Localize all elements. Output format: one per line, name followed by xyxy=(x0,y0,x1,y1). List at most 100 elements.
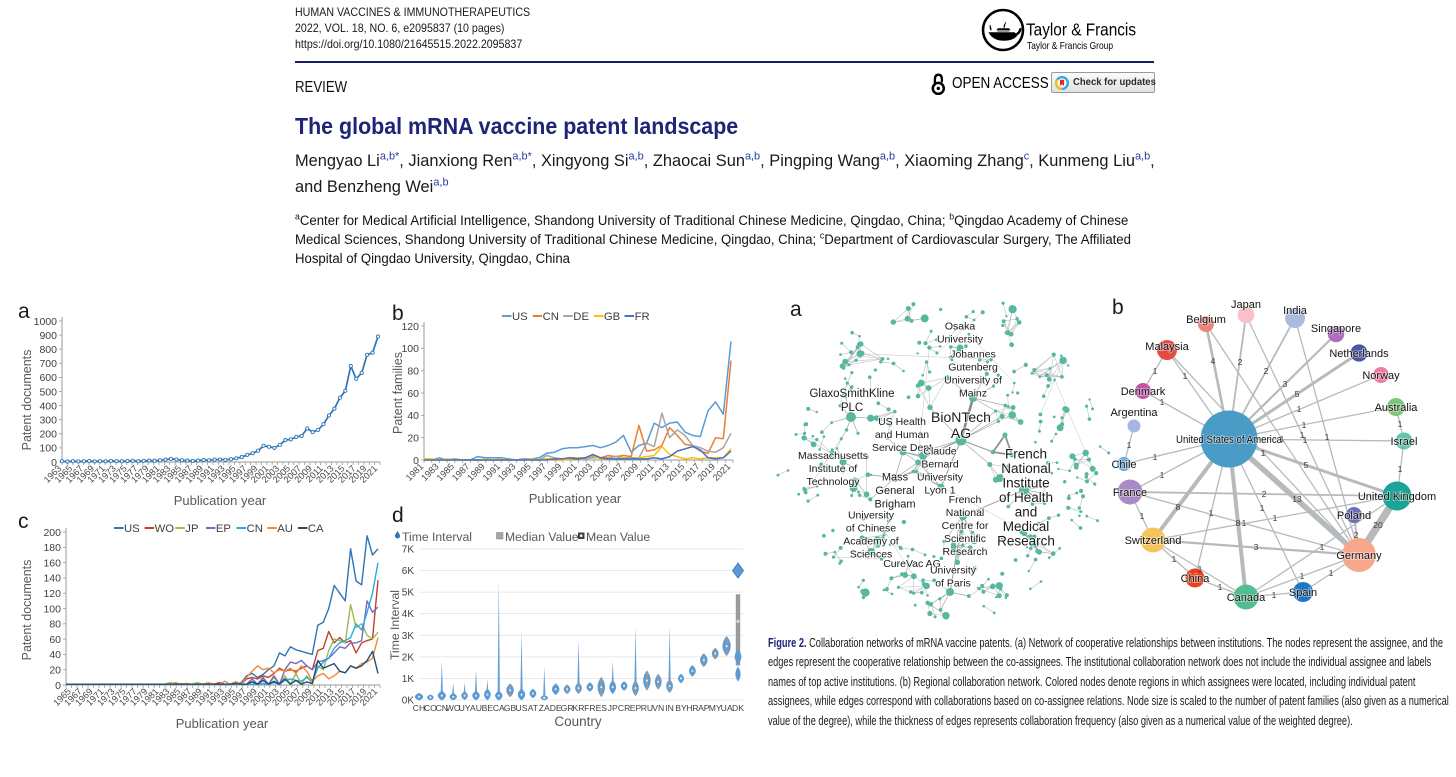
svg-text:8: 8 xyxy=(1236,518,1241,528)
svg-text:1: 1 xyxy=(1261,448,1266,458)
svg-text:120: 120 xyxy=(401,321,419,333)
svg-text:Massachusetts: Massachusetts xyxy=(798,450,868,462)
svg-text:Singapore: Singapore xyxy=(1311,323,1361,335)
svg-text:EP: EP xyxy=(216,523,231,535)
svg-text:JP: JP xyxy=(608,703,618,713)
svg-text:French: French xyxy=(949,494,982,506)
svg-text:FR: FR xyxy=(635,311,650,323)
svg-text:FR: FR xyxy=(584,703,595,713)
svg-text:France: France xyxy=(1113,487,1147,499)
svg-text:100: 100 xyxy=(39,443,57,455)
svg-text:Scientific: Scientific xyxy=(944,533,986,545)
svg-text:400: 400 xyxy=(39,400,57,412)
svg-text:1: 1 xyxy=(1260,503,1265,513)
svg-text:National: National xyxy=(1001,461,1051,476)
svg-text:CureVac AG: CureVac AG xyxy=(883,558,941,570)
svg-text:Service Dept: Service Dept xyxy=(872,442,932,454)
svg-text:2K: 2K xyxy=(402,652,415,663)
svg-text:Argentina: Argentina xyxy=(1110,407,1158,419)
svg-text:United States of America: United States of America xyxy=(1176,434,1283,446)
svg-text:700: 700 xyxy=(39,358,57,370)
svg-text:BY: BY xyxy=(675,703,687,713)
svg-text:Japan: Japan xyxy=(1231,299,1261,311)
svg-text:Patent families: Patent families xyxy=(391,352,405,434)
svg-text:1: 1 xyxy=(1273,513,1278,523)
svg-text:and: and xyxy=(1015,505,1038,520)
svg-text:University: University xyxy=(917,472,964,484)
svg-text:Osaka: Osaka xyxy=(945,321,976,333)
svg-text:Germany: Germany xyxy=(1336,550,1382,562)
svg-text:8: 8 xyxy=(1176,502,1181,512)
svg-text:KR: KR xyxy=(573,703,585,713)
svg-text:US: US xyxy=(516,703,528,713)
svg-text:20: 20 xyxy=(1373,520,1383,530)
svg-text:and Human: and Human xyxy=(875,429,929,441)
svg-text:IN: IN xyxy=(665,703,674,713)
svg-text:General: General xyxy=(875,485,914,497)
svg-text:1: 1 xyxy=(1160,470,1165,480)
svg-text:ES: ES xyxy=(596,703,608,713)
svg-text:Poland: Poland xyxy=(1337,510,1371,522)
svg-text:1: 1 xyxy=(1300,571,1305,581)
svg-text:DE: DE xyxy=(550,703,562,713)
svg-text:1: 1 xyxy=(1183,371,1188,381)
svg-text:5: 5 xyxy=(1304,460,1309,470)
svg-text:120: 120 xyxy=(43,588,61,600)
svg-text:Academy of: Academy of xyxy=(843,536,899,548)
svg-text:100: 100 xyxy=(401,343,419,355)
svg-text:Patent documents: Patent documents xyxy=(20,350,34,451)
svg-text:UY: UY xyxy=(459,703,471,713)
svg-text:1: 1 xyxy=(1303,435,1308,445)
svg-text:d: d xyxy=(392,505,404,527)
svg-text:Time Interval: Time Interval xyxy=(402,530,472,544)
svg-text:Spain: Spain xyxy=(1289,587,1317,599)
svg-text:Belgium: Belgium xyxy=(1186,314,1226,326)
svg-text:Research: Research xyxy=(997,534,1055,549)
svg-text:CR: CR xyxy=(618,703,630,713)
svg-text:University: University xyxy=(930,565,977,577)
svg-text:of Chinese: of Chinese xyxy=(846,523,896,535)
svg-text:Israel: Israel xyxy=(1391,436,1418,448)
svg-text:0: 0 xyxy=(51,457,57,469)
svg-text:60: 60 xyxy=(49,634,61,646)
svg-text:3: 3 xyxy=(1254,542,1259,552)
svg-text:1: 1 xyxy=(1398,464,1403,474)
svg-text:Mainz: Mainz xyxy=(959,388,987,400)
svg-text:Time Interval: Time Interval xyxy=(388,590,402,660)
svg-text:National: National xyxy=(946,507,985,519)
svg-text:1000: 1000 xyxy=(34,316,58,328)
svg-text:AT: AT xyxy=(528,703,539,713)
svg-text:7K: 7K xyxy=(402,545,415,556)
svg-text:300: 300 xyxy=(39,415,57,427)
svg-text:4: 4 xyxy=(1211,356,1216,366)
svg-text:Netherlands: Netherlands xyxy=(1329,348,1389,360)
svg-text:800: 800 xyxy=(39,344,57,356)
svg-text:0: 0 xyxy=(55,680,61,692)
svg-text:University: University xyxy=(937,334,984,346)
svg-text:4K: 4K xyxy=(402,609,415,620)
svg-text:PLC: PLC xyxy=(841,402,863,414)
svg-text:Lyon 1: Lyon 1 xyxy=(924,485,955,497)
svg-text:1: 1 xyxy=(1209,508,1214,518)
svg-text:Institute: Institute xyxy=(1002,476,1049,491)
svg-text:3: 3 xyxy=(1283,379,1288,389)
svg-text:6K: 6K xyxy=(402,566,415,577)
svg-text:US Health: US Health xyxy=(878,416,926,428)
svg-text:AG: AG xyxy=(951,425,971,441)
svg-text:CN: CN xyxy=(436,703,448,713)
svg-text:Research: Research xyxy=(943,546,988,558)
svg-text:1: 1 xyxy=(1280,434,1285,444)
svg-text:EP: EP xyxy=(630,703,642,713)
svg-text:Gutenberg: Gutenberg xyxy=(948,362,998,374)
svg-text:1: 1 xyxy=(1198,564,1203,574)
svg-text:GR: GR xyxy=(561,703,574,713)
svg-text:Malaysia: Malaysia xyxy=(1145,341,1189,353)
svg-text:UA: UA xyxy=(721,703,733,713)
svg-text:1: 1 xyxy=(1329,568,1334,578)
svg-text:1: 1 xyxy=(1172,554,1177,564)
svg-text:Technology: Technology xyxy=(806,476,860,488)
svg-text:1: 1 xyxy=(1325,432,1330,442)
svg-text:1: 1 xyxy=(1127,440,1132,450)
svg-text:China: China xyxy=(1181,573,1211,585)
svg-text:180: 180 xyxy=(43,542,61,554)
